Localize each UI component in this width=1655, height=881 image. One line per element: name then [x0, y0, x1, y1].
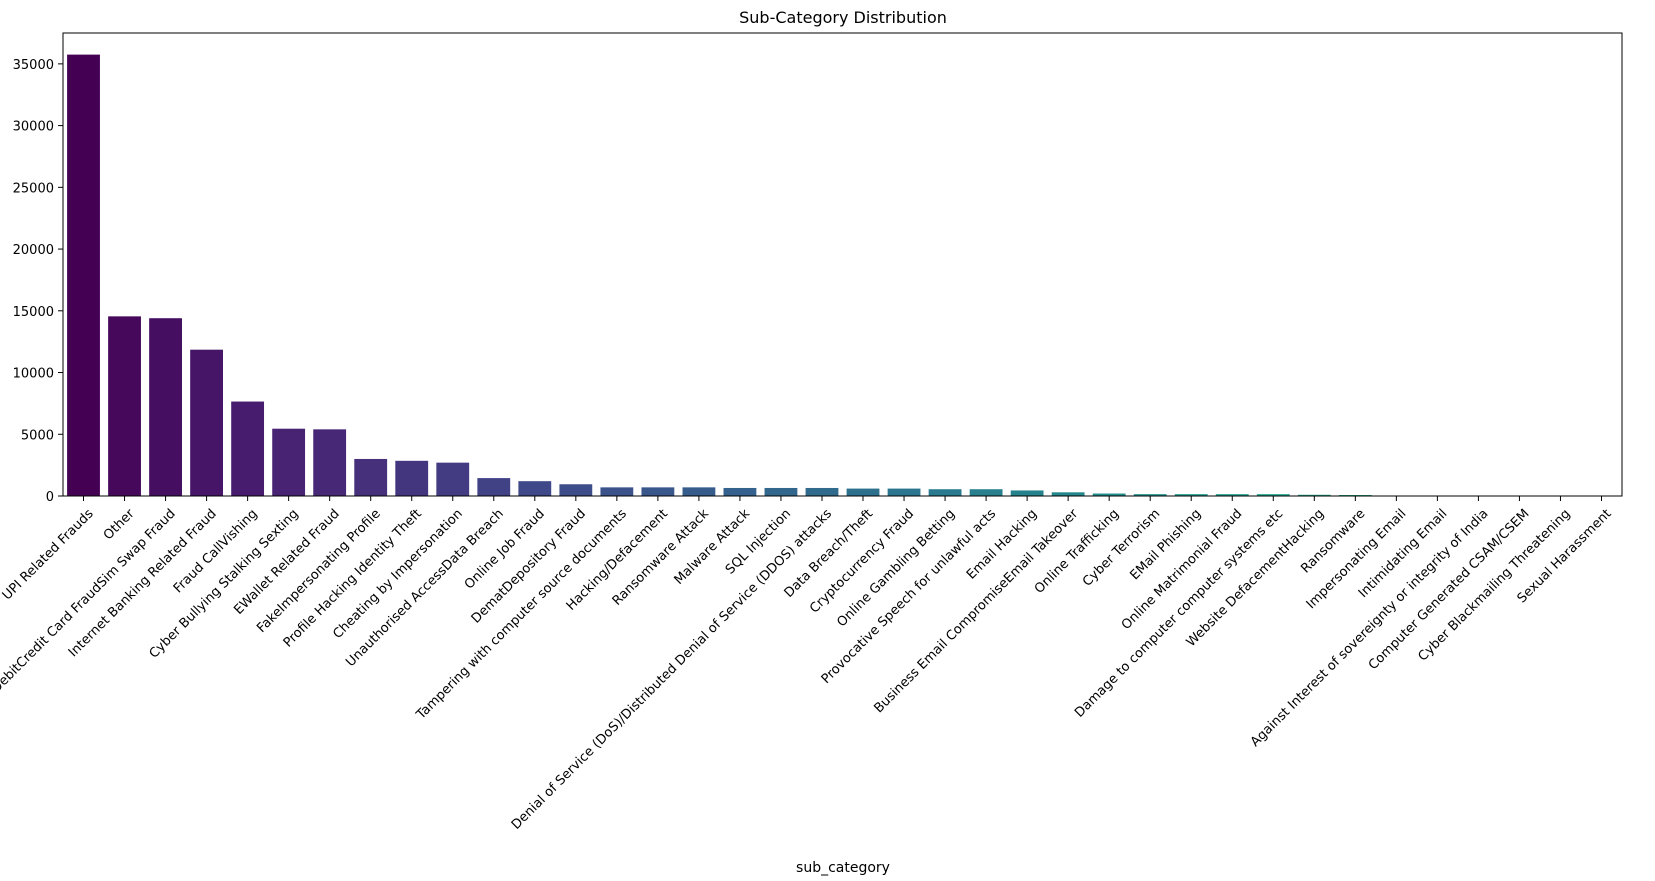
bar — [231, 401, 265, 496]
y-tick-label: 35000 — [13, 58, 54, 73]
bar — [518, 481, 552, 496]
bar — [1010, 490, 1044, 496]
y-tick-label: 0 — [46, 490, 54, 505]
y-tick-label: 5000 — [21, 428, 54, 443]
y-axis: 0 5000 10000 15000 20000 25000 30000 35000 — [13, 58, 63, 505]
x-tick-label: Other — [101, 506, 138, 543]
bar — [1215, 494, 1249, 496]
bar — [67, 54, 100, 497]
bar — [723, 487, 757, 496]
y-tick-label: 25000 — [13, 181, 54, 196]
bar — [354, 458, 388, 496]
x-tick-label: UPI Related Frauds — [0, 506, 97, 603]
bar — [805, 487, 839, 496]
plot-frame — [62, 32, 1623, 497]
bar — [1051, 492, 1085, 496]
bar — [928, 489, 962, 496]
x-tick-label: Email Hacking — [964, 506, 1040, 582]
bar — [190, 349, 223, 496]
bars-group — [67, 54, 1618, 497]
bar — [395, 460, 429, 496]
bar — [764, 487, 798, 496]
bar — [1297, 494, 1331, 496]
x-tick-label: EMail Phishing — [1128, 506, 1205, 583]
bar — [1174, 494, 1208, 496]
bar — [149, 318, 182, 496]
bar — [1133, 494, 1167, 496]
bar — [969, 489, 1003, 496]
bar — [559, 484, 593, 496]
bar — [477, 478, 511, 496]
x-tick-label: DebitCredit Card FraudSim Swap Fraud — [0, 506, 179, 696]
bar — [436, 462, 470, 496]
x-tick-label: Cyber Bullying Stalking Sexting — [147, 506, 302, 661]
y-tick-label: 15000 — [13, 305, 54, 320]
bar — [272, 428, 306, 496]
x-tick-label: Internet Banking Related Fraud — [66, 506, 220, 660]
y-tick-label: 30000 — [13, 120, 54, 135]
bar — [641, 487, 675, 496]
bar — [887, 488, 921, 496]
x-tick-label: Cyber Blackmailing Threatening — [1416, 506, 1574, 664]
bar — [682, 487, 716, 496]
bar — [108, 316, 141, 496]
y-tick-label: 20000 — [13, 243, 54, 258]
bar — [313, 429, 347, 496]
bar — [600, 487, 634, 496]
bar — [1256, 494, 1290, 496]
y-tick-label: 10000 — [13, 367, 54, 382]
bar — [846, 488, 880, 496]
bar — [1092, 493, 1126, 496]
x-axis-label: sub_category — [796, 860, 890, 876]
x-tick-label: Malware Attack — [672, 506, 754, 588]
chart-title: Sub-Category Distribution — [739, 8, 947, 27]
